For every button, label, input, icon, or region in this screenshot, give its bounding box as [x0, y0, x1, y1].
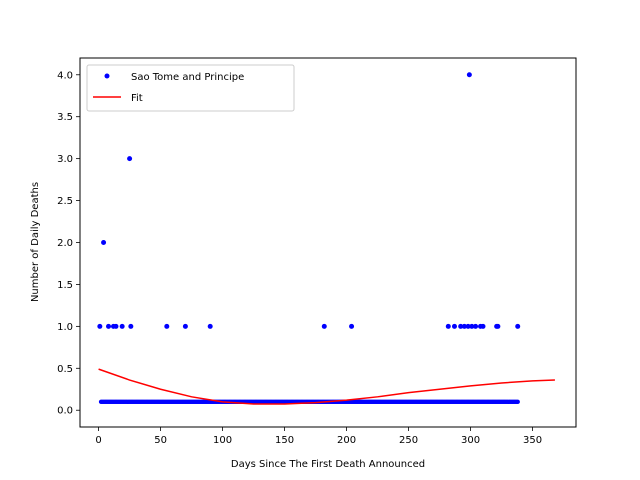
- legend-marker-sao-tome: [104, 73, 110, 79]
- x-tick-label: 150: [275, 435, 294, 446]
- plot-area: [97, 72, 555, 405]
- y-axis: 0.0 0.5 1.0 1.5 2.0 2.5 3.0 3.5 4.0: [57, 70, 80, 417]
- data-point: [458, 323, 464, 329]
- data-point: [451, 323, 457, 329]
- y-tick-label: 2.5: [57, 196, 73, 207]
- data-point: [207, 323, 213, 329]
- data-point: [515, 399, 520, 405]
- data-point: [127, 156, 133, 162]
- data-point: [461, 323, 467, 329]
- data-point: [480, 323, 486, 329]
- data-point: [128, 323, 134, 329]
- y-tick-label: 0.0: [57, 406, 73, 417]
- legend-label-sao-tome: Sao Tome and Principe: [131, 72, 244, 83]
- data-point: [349, 323, 355, 329]
- data-point: [321, 323, 327, 329]
- y-tick-label: 1.5: [57, 280, 73, 291]
- data-point: [469, 323, 475, 329]
- x-tick-label: 0: [95, 435, 101, 446]
- x-axis: 0 50 100 150 200 250 300 350: [95, 427, 542, 446]
- data-point: [97, 323, 103, 329]
- y-tick-label: 1.0: [57, 322, 73, 333]
- legend-frame: [86, 64, 295, 112]
- x-tick-label: 100: [213, 435, 232, 446]
- data-point: [119, 323, 125, 329]
- data-point: [473, 323, 479, 329]
- y-axis-label: Number of Daily Deaths: [30, 182, 41, 302]
- y-tick-label: 3.5: [57, 112, 73, 123]
- data-point: [113, 323, 119, 329]
- data-point: [495, 323, 501, 329]
- y-tick-label: 3.0: [57, 154, 73, 165]
- fit-line: [98, 368, 555, 405]
- data-point: [466, 72, 472, 78]
- x-tick-label: 200: [337, 435, 356, 446]
- y-tick-label: 2.0: [57, 238, 73, 249]
- x-tick-label: 50: [154, 435, 167, 446]
- data-point: [182, 323, 188, 329]
- y-tick-label: 0.5: [57, 364, 73, 375]
- data-point: [445, 323, 451, 329]
- legend: Sao Tome and Principe Fit: [86, 64, 295, 112]
- x-tick-label: 300: [461, 435, 480, 446]
- x-tick-label: 250: [399, 435, 418, 446]
- data-point: [465, 323, 471, 329]
- y-tick-label: 4.0: [57, 70, 73, 81]
- data-point: [515, 323, 521, 329]
- data-point: [106, 323, 112, 329]
- x-tick-label: 350: [523, 435, 542, 446]
- data-point: [101, 240, 107, 245]
- legend-label-fit: Fit: [131, 93, 143, 104]
- data-point: [164, 323, 170, 329]
- x-axis-label: Days Since The First Death Announced: [231, 459, 425, 470]
